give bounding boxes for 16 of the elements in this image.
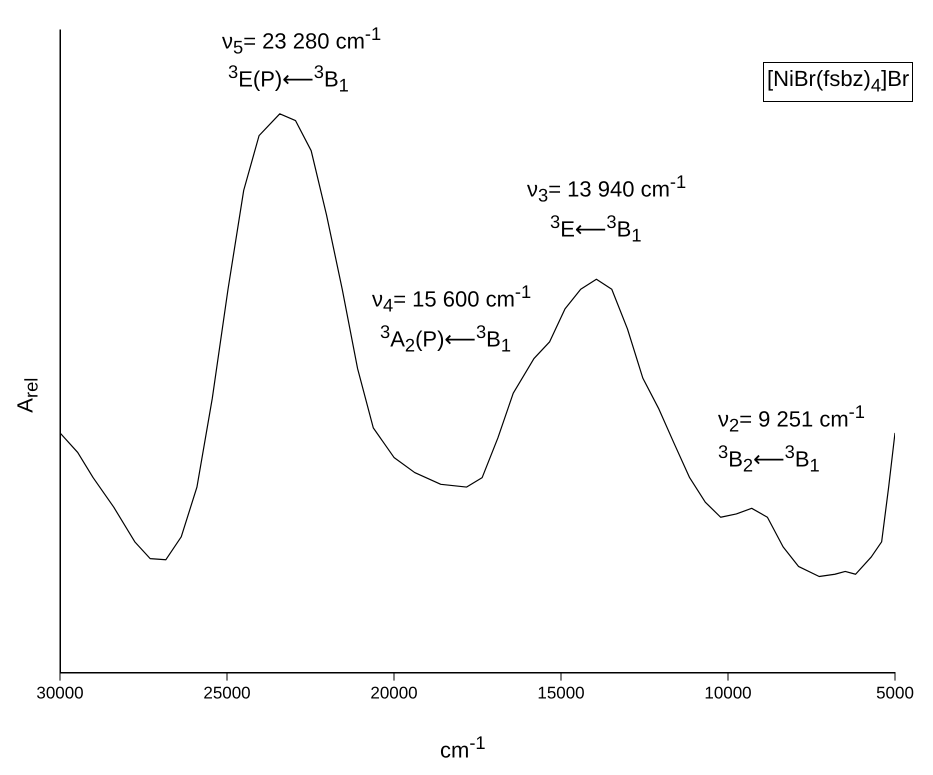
x-tick-label: 10000 <box>704 683 752 702</box>
annotation: $^{3}$B$_{2}$⟵$^{3}$B$_{1}$ <box>718 440 820 478</box>
text: [NiBr(fsbz)$_{4}$]Br <box>763 62 914 102</box>
x-tick-label: 20000 <box>370 683 418 702</box>
annotation: $^{3}$E⟵$^{3}$B$_{1}$ <box>550 210 642 248</box>
annotation: ν$_{3}$= 13 940 cm$^{-1}$ <box>527 170 686 208</box>
text: ν$_{5}$= 23 280 cm$^{-1}$ <box>222 22 382 60</box>
x-tick-label: 30000 <box>36 683 84 702</box>
x-tick-label: 5000 <box>876 683 914 702</box>
annotation: $^{3}$A$_{2}$(P)⟵$^{3}$B$_{1}$ <box>380 320 512 358</box>
x-tick-label: 25000 <box>203 683 251 702</box>
x-axis-title: cm$^{-1}$ <box>440 732 486 764</box>
x-tick-label: 15000 <box>537 683 585 702</box>
annotation: ν$_{4}$= 15 600 cm$^{-1}$ <box>372 280 532 318</box>
annotation: ν$_{2}$= 9 251 cm$^{-1}$ <box>718 400 865 438</box>
text: $^{3}$E(P)⟵$^{3}$B$_{1}$ <box>228 60 349 98</box>
